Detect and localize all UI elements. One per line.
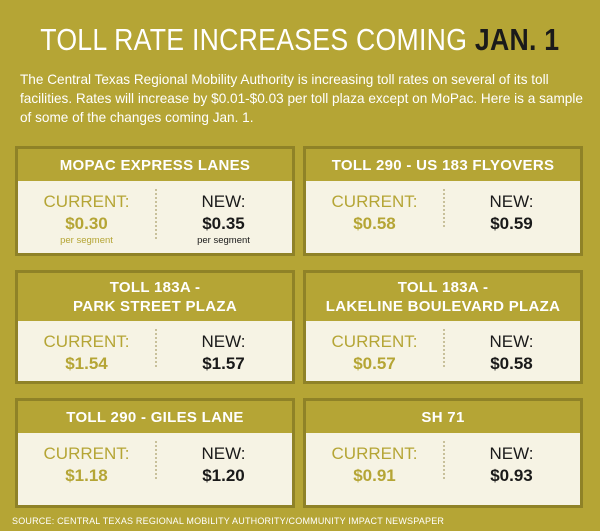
card-title: TOLL 290 - US 183 FLYOVERS [306, 149, 580, 181]
card-toll-290-giles-lane: TOLL 290 - GILES LANE CURRENT: $1.18 NEW… [15, 398, 295, 508]
current-label: CURRENT: [331, 444, 418, 463]
title-accent: JAN. 1 [475, 22, 560, 57]
card-title-line2: LAKELINE BOULEVARD PLAZA [325, 298, 561, 315]
new-label: NEW: [201, 332, 246, 351]
page-title: TOLL RATE INCREASES COMING JAN. 1 [40, 20, 559, 60]
card-title: TOLL 290 - GILES LANE [18, 401, 292, 433]
new-column: NEW: $0.58 [443, 321, 580, 375]
divider [155, 329, 157, 367]
new-label: NEW: [489, 192, 534, 211]
current-label: CURRENT: [43, 332, 130, 351]
current-column: CURRENT: $1.54 [18, 321, 155, 375]
card-body: CURRENT: $0.30 per segment NEW: $0.35 pe… [18, 181, 292, 247]
card-toll-290-us-183-flyovers: TOLL 290 - US 183 FLYOVERS CURRENT: $0.5… [303, 146, 583, 256]
current-price: $0.57 [353, 354, 396, 373]
new-label: NEW: [201, 444, 246, 463]
card-sh-71: SH 71 CURRENT: $0.91 NEW: $0.93 [303, 398, 583, 508]
current-label: CURRENT: [43, 192, 130, 211]
new-price: $0.59 [490, 214, 533, 233]
card-title: MOPAC EXPRESS LANES [18, 149, 292, 181]
new-price: $0.58 [490, 354, 533, 373]
current-price: $1.18 [65, 466, 108, 485]
card-body: CURRENT: $1.18 NEW: $1.20 [18, 433, 292, 487]
divider [443, 189, 445, 227]
new-column: NEW: $1.57 [155, 321, 292, 375]
new-price: $0.93 [490, 466, 533, 485]
new-price: $1.57 [202, 354, 245, 373]
new-price: $1.20 [202, 466, 245, 485]
divider [443, 441, 445, 479]
card-body: CURRENT: $0.91 NEW: $0.93 [306, 433, 580, 487]
new-column: NEW: $0.59 [443, 181, 580, 235]
new-column: NEW: $1.20 [155, 433, 292, 487]
current-column: CURRENT: $0.91 [306, 433, 443, 487]
card-title-line1: TOLL 183A - [109, 279, 201, 296]
card-toll-183a-lakeline-boulevard-plaza: TOLL 183A - LAKELINE BOULEVARD PLAZA CUR… [303, 270, 583, 384]
current-label: CURRENT: [43, 444, 130, 463]
card-title: TOLL 183A - PARK STREET PLAZA [18, 273, 292, 321]
current-price: $0.58 [353, 214, 396, 233]
card-mopac-express-lanes: MOPAC EXPRESS LANES CURRENT: $0.30 per s… [15, 146, 295, 256]
intro-text: The Central Texas Regional Mobility Auth… [20, 72, 583, 125]
card-body: CURRENT: $0.57 NEW: $0.58 [306, 321, 580, 375]
new-column: NEW: $0.93 [443, 433, 580, 487]
new-label: NEW: [489, 444, 534, 463]
current-column: CURRENT: $0.57 [306, 321, 443, 375]
card-title-line2: PARK STREET PLAZA [73, 298, 237, 315]
new-label: NEW: [489, 332, 534, 351]
new-price: $0.35 [202, 214, 245, 233]
current-price: $1.54 [65, 354, 108, 373]
new-label: NEW: [201, 192, 246, 211]
current-unit: per segment [60, 235, 113, 246]
card-body: CURRENT: $0.58 NEW: $0.59 [306, 181, 580, 235]
divider [155, 441, 157, 479]
current-label: CURRENT: [331, 332, 418, 351]
current-price: $0.30 [65, 214, 108, 233]
card-title-line1: TOLL 183A - [397, 279, 489, 296]
divider [155, 189, 157, 239]
card-toll-183a-park-street-plaza: TOLL 183A - PARK STREET PLAZA CURRENT: $… [15, 270, 295, 384]
new-column: NEW: $0.35 per segment [155, 181, 292, 247]
card-body: CURRENT: $1.54 NEW: $1.57 [18, 321, 292, 375]
source-credit: SOURCE: CENTRAL TEXAS REGIONAL MOBILITY … [12, 516, 445, 526]
new-unit: per segment [197, 235, 250, 246]
card-title: TOLL 183A - LAKELINE BOULEVARD PLAZA [306, 273, 580, 321]
title-row: TOLL RATE INCREASES COMING JAN. 1 [0, 20, 600, 60]
title-main: TOLL RATE INCREASES COMING [40, 22, 468, 57]
current-column: CURRENT: $0.30 per segment [18, 181, 155, 247]
current-price: $0.91 [353, 466, 396, 485]
divider [443, 329, 445, 367]
current-column: CURRENT: $0.58 [306, 181, 443, 235]
card-title: SH 71 [306, 401, 580, 433]
current-label: CURRENT: [331, 192, 418, 211]
current-column: CURRENT: $1.18 [18, 433, 155, 487]
